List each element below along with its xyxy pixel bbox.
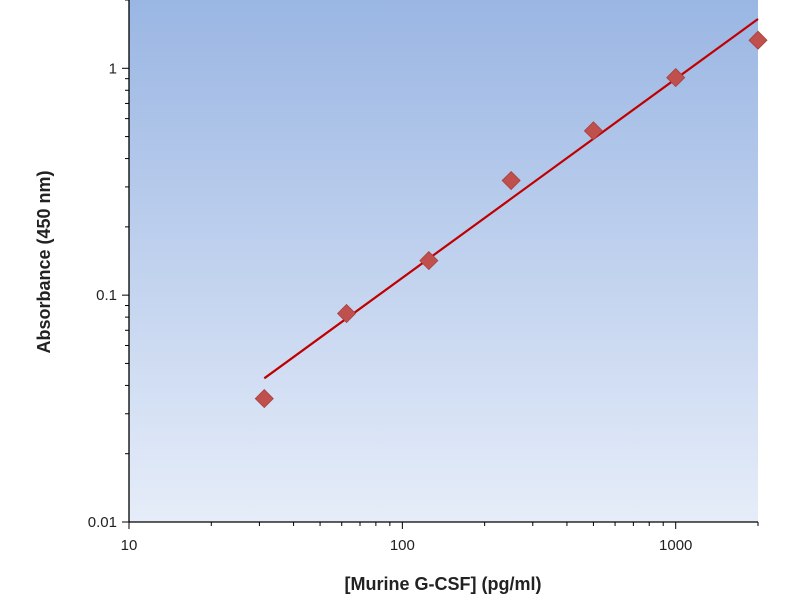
data-point xyxy=(254,389,274,409)
x-tick-label: 1000 xyxy=(659,537,692,554)
x-tick-label: 100 xyxy=(390,537,415,554)
y-tick-label: 0.01 xyxy=(88,514,117,531)
y-tick-label: 1 xyxy=(109,60,117,77)
data-point xyxy=(336,303,357,324)
y-axis-title: Absorbance (450 nm) xyxy=(34,170,54,353)
y-tick-label: 0.1 xyxy=(96,287,117,304)
data-point xyxy=(748,30,768,50)
plot-area xyxy=(129,0,758,522)
data-point xyxy=(666,68,686,88)
x-axis-title: [Murine G-CSF] (pg/ml) xyxy=(345,574,542,594)
x-tick-label: 10 xyxy=(121,537,138,554)
data-point xyxy=(583,121,603,141)
data-point xyxy=(501,170,521,191)
data-point xyxy=(419,251,439,271)
